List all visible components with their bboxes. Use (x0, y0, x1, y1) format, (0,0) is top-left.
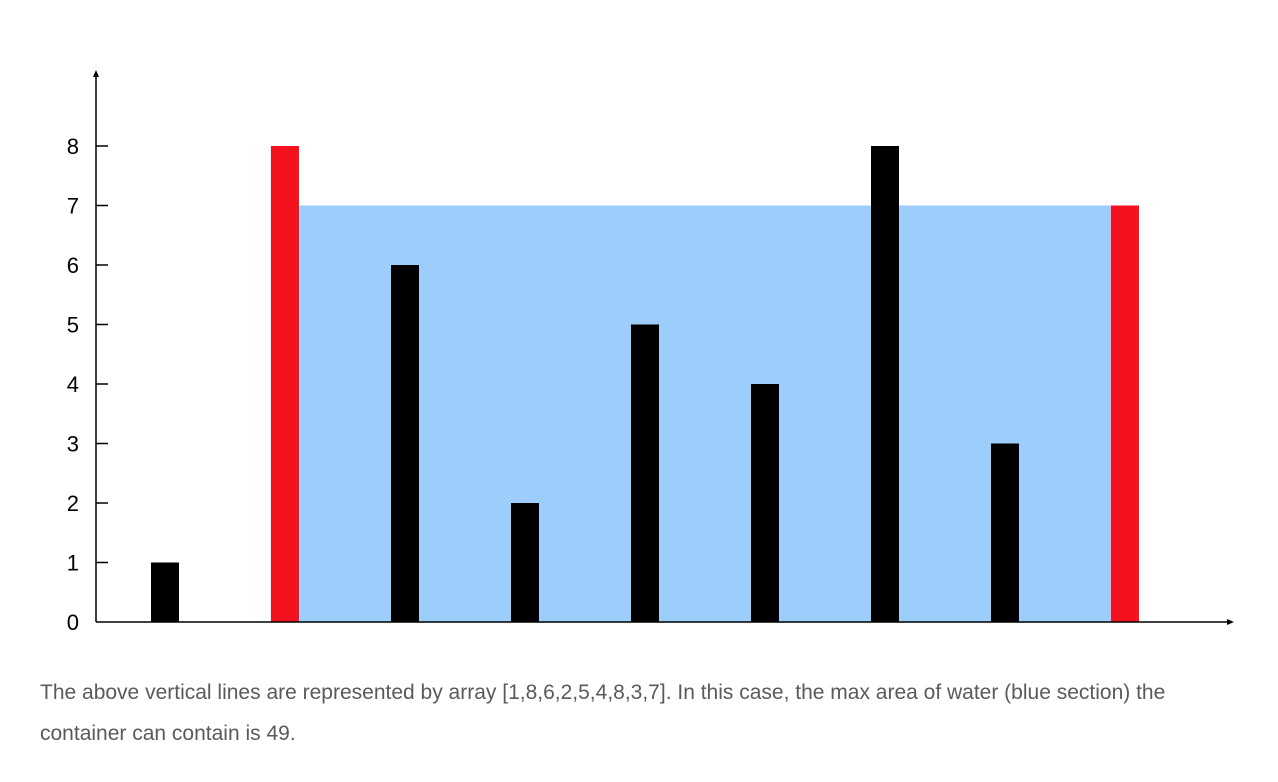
line-bar (871, 146, 899, 622)
bars-layer (151, 146, 1139, 622)
ticks-layer: 0 1 2 3 4 5 6 7 8 (67, 134, 108, 635)
y-tick-label: 7 (67, 194, 79, 219)
y-tick-label: 2 (67, 491, 79, 516)
line-bar (511, 503, 539, 622)
container-water-chart: 0 1 2 3 4 5 6 7 8 (67, 70, 1234, 635)
y-tick-label: 5 (67, 313, 79, 338)
line-bar (751, 384, 779, 622)
water-layer (299, 205, 1111, 622)
container-wall-bar (1111, 205, 1139, 622)
y-tick-label: 4 (67, 372, 79, 397)
line-bar (631, 324, 659, 622)
y-tick-label: 6 (67, 253, 79, 278)
y-tick-label: 0 (67, 610, 79, 635)
axes-layer (93, 70, 1234, 625)
y-tick-label: 1 (67, 551, 79, 576)
y-tick-label: 8 (67, 134, 79, 159)
chart-caption: The above vertical lines are represented… (40, 681, 1166, 745)
line-bar (391, 265, 419, 622)
x-axis-arrow (1227, 619, 1234, 625)
line-bar (151, 562, 179, 622)
line-bar (991, 443, 1019, 622)
water-area (299, 205, 1111, 622)
y-tick-label: 3 (67, 432, 79, 457)
y-axis-arrow (93, 70, 99, 77)
container-wall-bar (271, 146, 299, 622)
